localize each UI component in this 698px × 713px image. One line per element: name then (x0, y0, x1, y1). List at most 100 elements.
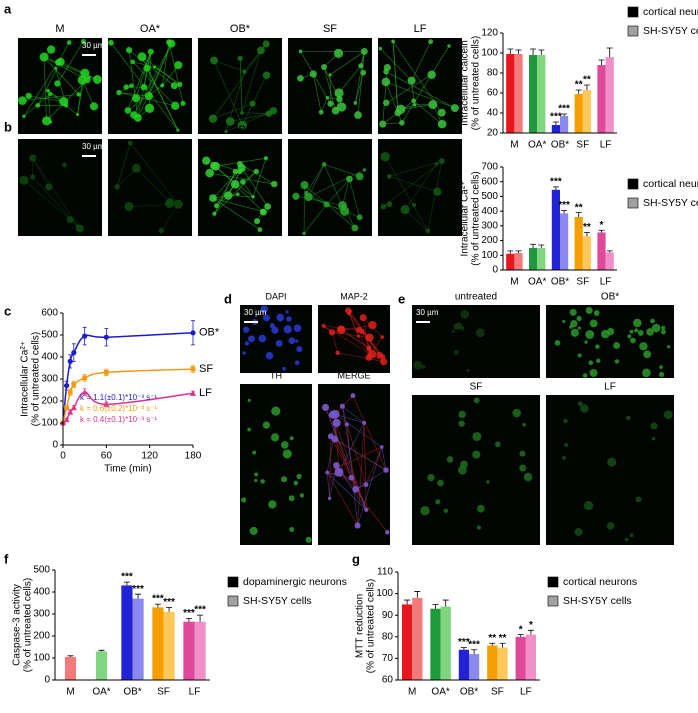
cell (334, 467, 344, 477)
cell (333, 48, 344, 58)
micrograph (546, 305, 674, 378)
bar (537, 247, 546, 270)
error-bar (561, 210, 568, 214)
neurite (23, 62, 59, 117)
legend-swatch (627, 178, 639, 190)
cell (634, 328, 639, 333)
x-tick-label: SF (576, 140, 589, 151)
micrograph-label: LF (414, 124, 427, 136)
cell (123, 84, 129, 90)
micrograph-label: TH (270, 370, 282, 380)
cell (624, 537, 629, 542)
cell (359, 314, 367, 322)
cell (276, 313, 285, 322)
neurite (357, 446, 383, 526)
significance: * (529, 620, 533, 631)
bar (458, 649, 469, 680)
cell (335, 350, 340, 356)
cell (447, 44, 451, 48)
cell (56, 57, 65, 66)
neurite (242, 171, 257, 183)
y-tick-label: 300 (33, 609, 50, 620)
neurite (329, 51, 365, 76)
legend-label: dopaminergic neurons (243, 576, 347, 588)
cell (242, 326, 250, 333)
micrograph-label: LF (414, 23, 427, 35)
bar (152, 607, 164, 680)
micrograph (18, 139, 102, 236)
neurite (230, 113, 269, 122)
cell (170, 82, 178, 90)
cell (564, 442, 569, 447)
neurite (337, 352, 384, 363)
neurite (127, 51, 152, 111)
y-axis-label: Intracellular Ca²⁺ (20, 341, 31, 417)
bar (497, 647, 508, 680)
cell (394, 109, 402, 117)
cell (321, 403, 329, 411)
cell (363, 482, 369, 488)
cell (413, 360, 423, 370)
cell (614, 359, 620, 364)
neurite (382, 67, 388, 125)
cell (285, 310, 289, 314)
cell (242, 69, 247, 74)
neurite (127, 85, 163, 111)
error-bar (154, 603, 161, 608)
cell (433, 187, 442, 196)
cell (332, 418, 341, 428)
cell (305, 536, 312, 543)
cell (249, 100, 256, 107)
micrograph-label: DAPI (265, 291, 286, 301)
significance: ** (499, 633, 507, 644)
cell (583, 500, 594, 511)
neurite (28, 95, 64, 102)
micrograph-label: SF (323, 124, 337, 136)
neurite (241, 50, 262, 113)
neurite (358, 329, 370, 358)
neurite (213, 60, 243, 126)
y-tick-label: 100 (481, 48, 498, 59)
neurite (60, 61, 98, 80)
bar (514, 54, 523, 133)
neurite (209, 172, 275, 185)
micrograph-label: M (55, 23, 64, 35)
cell (420, 505, 430, 516)
point (64, 383, 70, 389)
error-bar (442, 599, 449, 607)
cell (293, 480, 299, 486)
cell (400, 205, 410, 215)
significance: *** (163, 597, 175, 608)
series-label: OB* (199, 327, 220, 339)
neurite (338, 422, 365, 473)
y-tick-label: 90 (382, 610, 394, 621)
cell (495, 441, 501, 448)
cell (434, 162, 439, 166)
cell (577, 326, 581, 330)
cell (280, 441, 289, 449)
cell (158, 227, 164, 234)
cell (153, 65, 157, 69)
error-bar (515, 250, 522, 254)
cell (383, 63, 391, 72)
cell (635, 496, 642, 503)
cell (39, 52, 49, 62)
bar (525, 634, 537, 680)
point (103, 401, 110, 407)
cell (437, 119, 447, 129)
cell (296, 473, 302, 479)
cell (391, 39, 395, 44)
cell (570, 319, 578, 328)
micrograph (288, 139, 372, 236)
error-bar (98, 649, 105, 652)
cell (523, 472, 533, 482)
error-bar (598, 229, 605, 233)
point (81, 389, 88, 395)
bar (506, 54, 515, 133)
error-bar (583, 84, 590, 90)
cell (327, 496, 332, 500)
cell (240, 179, 246, 185)
cell (84, 76, 91, 84)
bar (183, 621, 195, 680)
neurite (380, 48, 412, 81)
